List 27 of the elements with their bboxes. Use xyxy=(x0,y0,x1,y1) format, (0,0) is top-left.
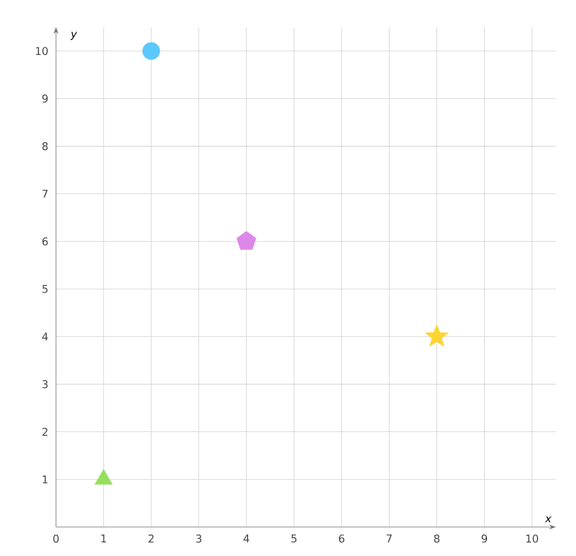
y-tick-label: 3 xyxy=(42,380,48,388)
y-tick-label: 1 xyxy=(42,475,48,484)
y-tick-label: 7 xyxy=(42,190,48,198)
point xyxy=(94,469,113,485)
x-tick-label: 0 xyxy=(53,534,59,543)
x-axis-title: x xyxy=(544,516,552,522)
x-tick-label: 5 xyxy=(291,534,296,542)
x-tick-label: 3 xyxy=(196,534,202,543)
x-tick-label: 8 xyxy=(434,534,440,543)
y-tick-label: 6 xyxy=(42,237,48,246)
point xyxy=(236,231,256,250)
y-tick-label: 10 xyxy=(36,46,48,56)
point xyxy=(425,324,448,347)
y-axis-title: y xyxy=(70,32,78,40)
y-tick-label: 8 xyxy=(42,142,48,150)
x-tick-label: 9 xyxy=(482,534,488,543)
x-tick-label: 10 xyxy=(526,534,538,543)
y-tick-label: 9 xyxy=(42,94,48,103)
y-tick-label: 4 xyxy=(42,332,48,340)
point xyxy=(142,42,160,60)
x-tick-label: 4 xyxy=(244,534,250,542)
x-tick-label: 1 xyxy=(101,534,106,542)
x-tick-label: 2 xyxy=(148,534,154,542)
y-tick-label: 2 xyxy=(42,428,48,436)
x-tick-label: 6 xyxy=(338,534,344,543)
x-tick-label: 7 xyxy=(386,534,392,542)
y-tick-label: 5 xyxy=(42,285,48,293)
